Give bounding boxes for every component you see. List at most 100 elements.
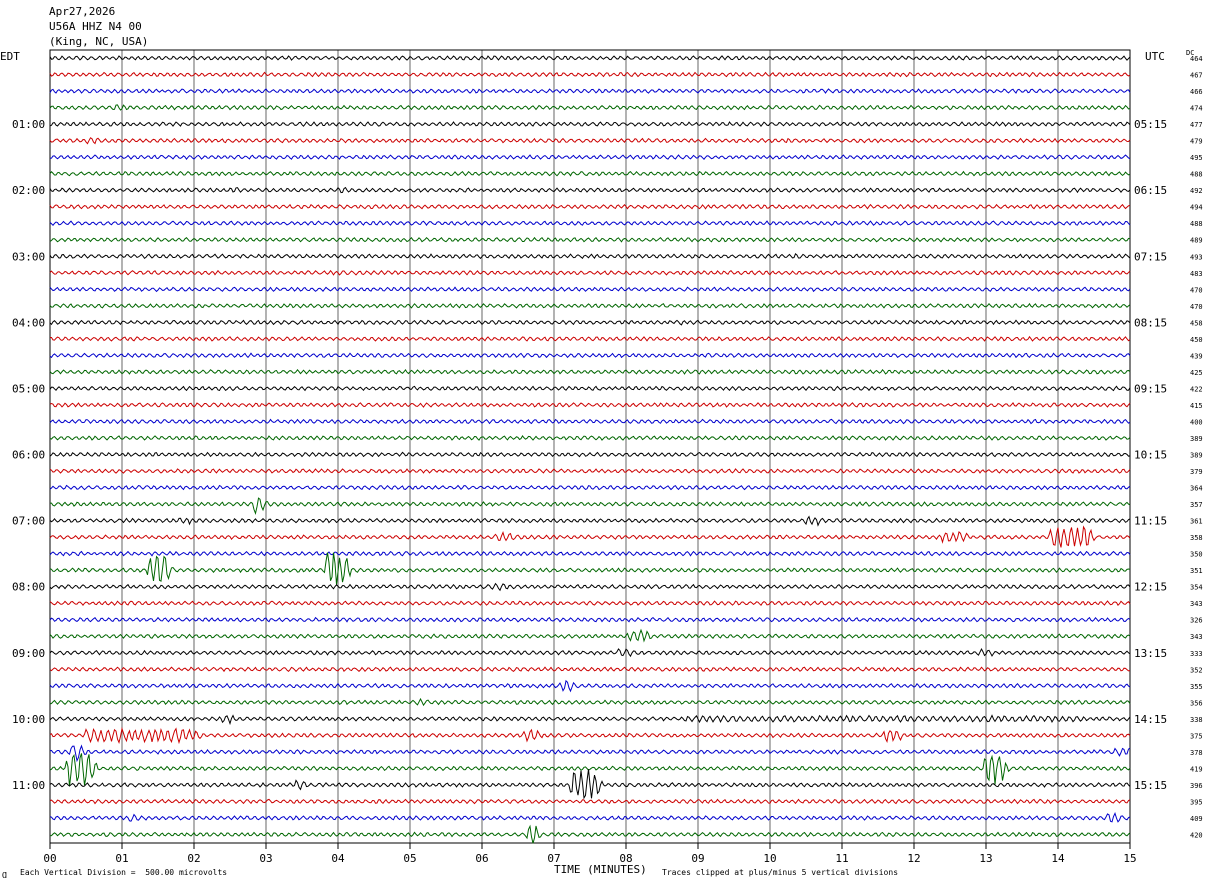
dc-offset-label: 356 xyxy=(1190,699,1203,707)
dc-offset-label: 450 xyxy=(1190,336,1203,344)
edt-hour-label: 05:00 xyxy=(12,382,45,395)
trace-line-11 xyxy=(49,236,1131,243)
trace-line-39 xyxy=(49,697,1131,707)
utc-hour-label: 07:15 xyxy=(1134,250,1167,263)
dc-offset-label: 477 xyxy=(1190,121,1203,129)
dc-offset-label: 338 xyxy=(1190,716,1203,724)
utc-hour-label: 10:15 xyxy=(1134,449,1167,462)
scale-note: Each Vertical Division = 500.00 microvol… xyxy=(20,868,228,877)
trace-line-7 xyxy=(49,170,1131,177)
dc-offset-label: 483 xyxy=(1190,270,1203,278)
dc-offset-label: 355 xyxy=(1190,683,1203,691)
dc-offset-label: 479 xyxy=(1190,138,1203,146)
dc-offset-label: 354 xyxy=(1190,584,1203,592)
trace-line-13 xyxy=(49,269,1131,276)
dc-offset-label: 351 xyxy=(1190,567,1203,575)
dc-offset-label: 357 xyxy=(1190,501,1203,509)
x-tick-label: 09 xyxy=(691,852,704,865)
clip-note: Traces clipped at plus/minus 5 vertical … xyxy=(662,868,899,877)
trace-line-18 xyxy=(49,352,1131,359)
trace-line-42 xyxy=(49,744,1131,763)
dc-label: DC xyxy=(1186,49,1195,57)
x-axis-title: TIME (MINUTES) xyxy=(554,863,647,876)
trace-line-20 xyxy=(49,385,1131,392)
x-tick-label: 06 xyxy=(475,852,488,865)
dc-offset-label: 422 xyxy=(1190,385,1203,393)
dc-offset-label: 400 xyxy=(1190,418,1203,426)
trace-line-1 xyxy=(49,71,1131,78)
trace-line-10 xyxy=(49,220,1131,227)
trace-line-12 xyxy=(49,252,1131,260)
edt-hour-label: 11:00 xyxy=(12,779,45,792)
x-tick-label: 15 xyxy=(1123,852,1136,865)
utc-hour-label: 09:15 xyxy=(1134,382,1167,395)
utc-hour-label: 13:15 xyxy=(1134,647,1167,660)
dc-offset-label: 364 xyxy=(1190,485,1203,493)
dc-offset-label: 415 xyxy=(1190,402,1203,410)
utc-hour-label: 05:15 xyxy=(1134,118,1167,131)
utc-hour-label: 08:15 xyxy=(1134,316,1167,329)
utc-label: UTC xyxy=(1145,50,1165,63)
trace-line-44 xyxy=(49,769,1131,800)
dc-offset-label: 326 xyxy=(1190,617,1203,625)
trace-line-2 xyxy=(49,88,1131,94)
trace-line-19 xyxy=(49,368,1131,375)
x-tick-label: 00 xyxy=(43,852,56,865)
dc-offset-label: 409 xyxy=(1190,815,1203,823)
trace-line-45 xyxy=(49,798,1131,805)
trace-line-26 xyxy=(49,484,1131,491)
trace-line-14 xyxy=(49,286,1131,293)
edt-hour-label: 03:00 xyxy=(12,250,45,263)
corner-mark-icon: Ɑ xyxy=(2,871,7,880)
trace-line-46 xyxy=(49,812,1131,823)
trace-line-34 xyxy=(49,616,1131,623)
dc-offset-label: 467 xyxy=(1190,72,1203,80)
trace-line-33 xyxy=(49,600,1131,607)
trace-line-21 xyxy=(49,402,1131,408)
dc-offset-label: 343 xyxy=(1190,600,1203,608)
dc-offset-label: 343 xyxy=(1190,633,1203,641)
trace-line-22 xyxy=(49,418,1131,425)
edt-hour-label: 09:00 xyxy=(12,647,45,660)
utc-hour-label: 06:15 xyxy=(1134,184,1167,197)
trace-line-30 xyxy=(49,550,1131,557)
utc-hour-label: 15:15 xyxy=(1134,779,1167,792)
dc-offset-label: 425 xyxy=(1190,369,1203,377)
utc-hour-label: 14:15 xyxy=(1134,713,1167,726)
edt-hour-label: 01:00 xyxy=(12,118,45,131)
trace-line-32 xyxy=(49,582,1131,592)
trace-line-9 xyxy=(49,203,1131,210)
dc-offset-label: 474 xyxy=(1190,105,1203,113)
dc-offset-label: 494 xyxy=(1190,204,1203,212)
plot-frame xyxy=(49,49,1131,844)
trace-line-40 xyxy=(49,714,1131,726)
dc-offset-label: 493 xyxy=(1190,253,1203,261)
trace-line-24 xyxy=(49,451,1131,458)
dc-offset-label: 470 xyxy=(1190,286,1203,294)
header-location: (King, NC, USA) xyxy=(49,35,149,48)
trace-line-47 xyxy=(49,824,1131,844)
dc-offset-label: 470 xyxy=(1190,303,1203,311)
x-tick-label: 13 xyxy=(979,852,992,865)
dc-offset-label: 361 xyxy=(1190,518,1203,526)
dc-offset-label: 488 xyxy=(1190,171,1203,179)
dc-offset-label: 492 xyxy=(1190,187,1203,195)
trace-line-36 xyxy=(49,647,1131,658)
dc-offset-label: 488 xyxy=(1190,220,1203,228)
dc-offset-label: 389 xyxy=(1190,435,1203,443)
trace-line-29 xyxy=(49,525,1131,548)
x-tick-label: 04 xyxy=(331,852,345,865)
trace-line-27 xyxy=(49,497,1131,516)
dc-offset-label: 350 xyxy=(1190,551,1203,559)
trace-line-0 xyxy=(49,55,1131,61)
dc-offset-label: 395 xyxy=(1190,798,1203,806)
utc-hour-label: 11:15 xyxy=(1134,515,1167,528)
utc-hour-label: 12:15 xyxy=(1134,581,1167,594)
trace-line-35 xyxy=(49,628,1131,643)
x-tick-label: 02 xyxy=(187,852,200,865)
trace-line-17 xyxy=(49,335,1131,342)
dc-offset-label: 420 xyxy=(1190,831,1203,839)
dc-offset-label: 396 xyxy=(1190,782,1203,790)
trace-line-6 xyxy=(49,154,1131,160)
edt-hour-label: 08:00 xyxy=(12,581,45,594)
